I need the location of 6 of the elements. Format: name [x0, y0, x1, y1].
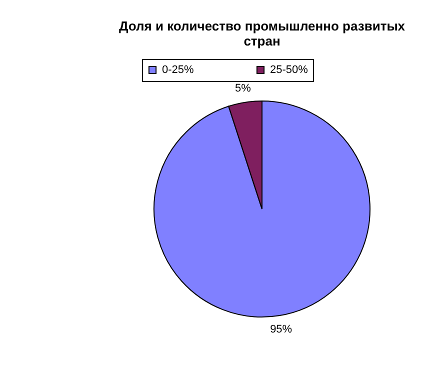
data-label: 95% — [270, 324, 292, 336]
pie-slice — [154, 100, 370, 318]
legend-label: 25-50% — [270, 64, 308, 76]
legend-label: 0-25% — [162, 64, 194, 76]
chart-title: Доля и количество промышленно развитых стран — [118, 18, 406, 48]
data-label: 5% — [234, 82, 252, 94]
